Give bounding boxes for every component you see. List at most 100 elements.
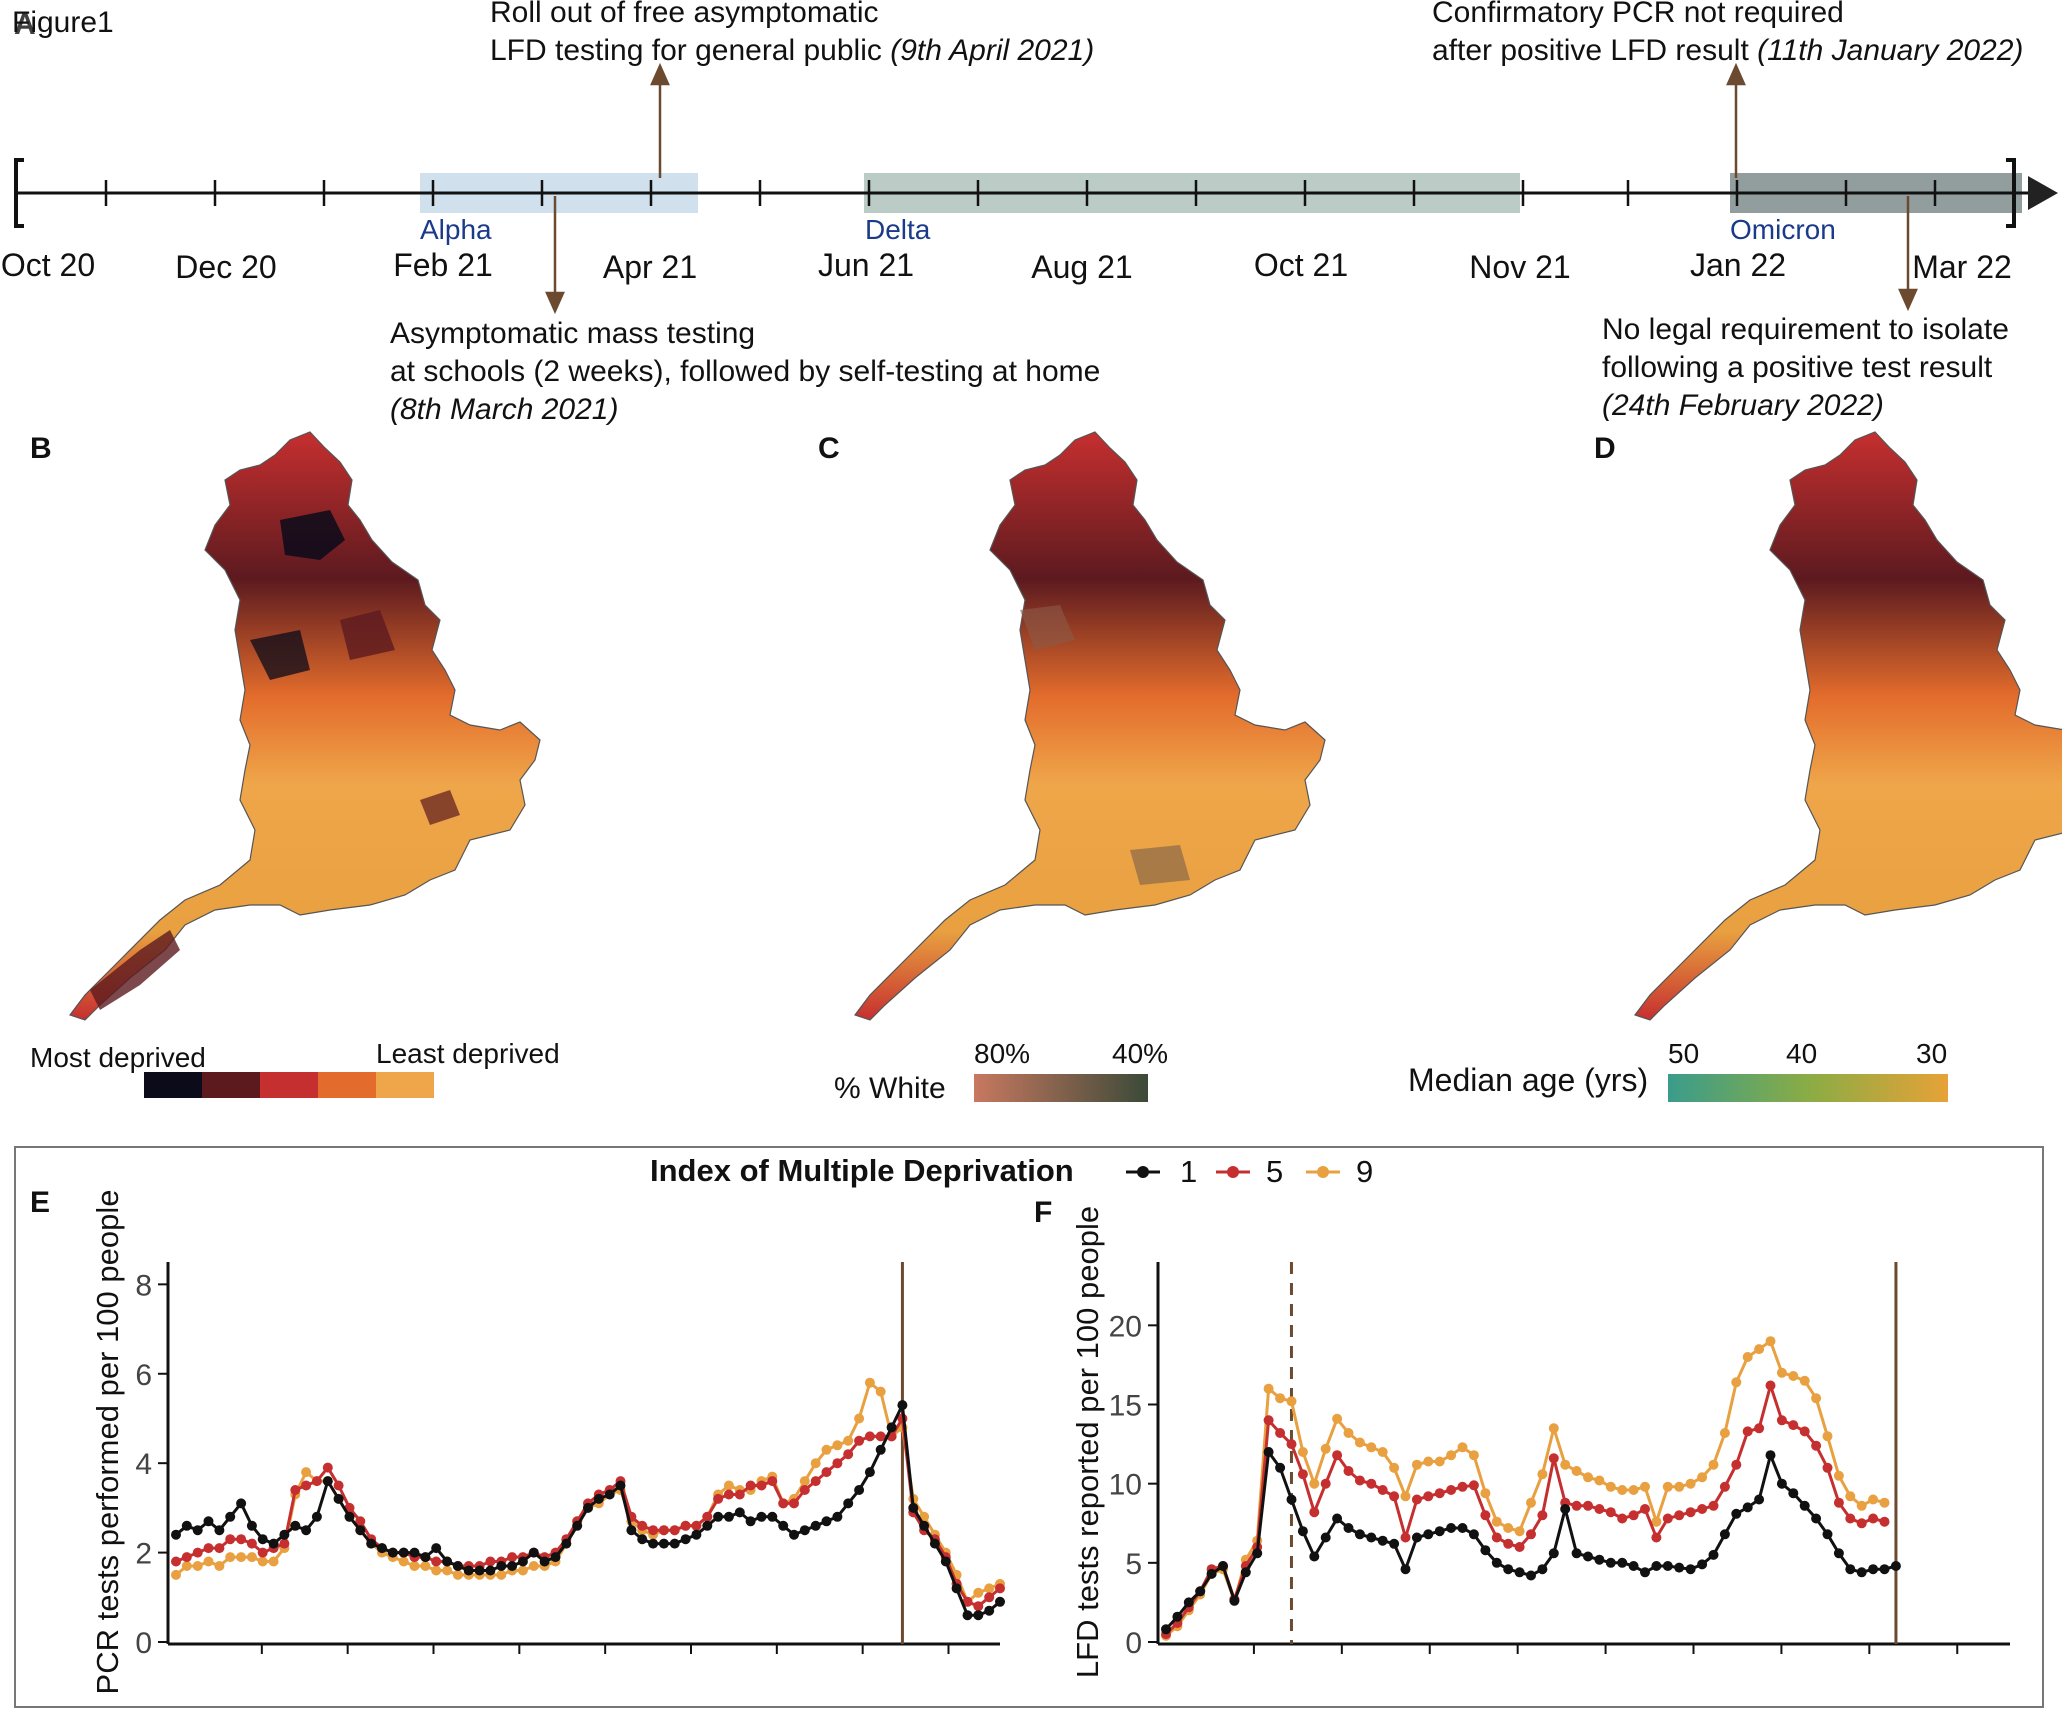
- data-point-5: [984, 1592, 995, 1603]
- data-point-1: [1286, 1494, 1297, 1505]
- data-point-9: [1286, 1396, 1297, 1407]
- panel-letter-f: F: [1034, 1196, 1053, 1229]
- data-point-1: [615, 1480, 626, 1491]
- data-point-5: [843, 1449, 854, 1460]
- data-point-5: [246, 1538, 257, 1549]
- data-point-1: [713, 1511, 724, 1522]
- data-point-5: [1354, 1475, 1365, 1486]
- data-point-5: [1434, 1488, 1445, 1499]
- maps-svg: [69, 431, 2062, 1102]
- data-point-1: [301, 1525, 312, 1536]
- data-point-1: [539, 1556, 550, 1567]
- data-point-9: [1628, 1485, 1639, 1495]
- data-point-1: [1183, 1597, 1194, 1608]
- data-point-5: [680, 1520, 691, 1531]
- data-point-9: [1411, 1459, 1422, 1470]
- annotation-line: Confirmatory PCR not required: [1432, 0, 1844, 29]
- data-point-5: [203, 1543, 214, 1554]
- map-white: [854, 431, 1326, 1021]
- data-point-1: [886, 1422, 897, 1433]
- data-point-1: [1252, 1548, 1263, 1559]
- panel-letter-b: B: [30, 432, 52, 465]
- y-tick-label: 0: [1125, 1627, 1142, 1660]
- data-point-9: [1788, 1371, 1799, 1381]
- data-point-5: [431, 1556, 442, 1567]
- data-point-9: [1651, 1516, 1662, 1527]
- data-point-5: [171, 1556, 181, 1567]
- legend-b-swatch: [318, 1072, 376, 1098]
- data-point-5: [1514, 1542, 1525, 1552]
- data-point-1: [691, 1529, 702, 1540]
- data-point-5: [1822, 1462, 1833, 1473]
- legend-b-most: Most deprived: [30, 1042, 206, 1073]
- data-point-9: [1537, 1469, 1548, 1480]
- data-point-1: [1229, 1595, 1240, 1606]
- data-point-1: [236, 1498, 247, 1509]
- data-point-1: [648, 1538, 659, 1549]
- annotation-date: (24th February 2022): [1602, 389, 1884, 422]
- data-point-9: [420, 1561, 431, 1571]
- data-point-1: [344, 1511, 355, 1522]
- data-point-1: [1788, 1488, 1799, 1499]
- data-point-1: [583, 1502, 593, 1513]
- data-point-5: [1742, 1426, 1753, 1437]
- legend-c-bar: [974, 1074, 1148, 1102]
- data-point-9: [1571, 1466, 1582, 1476]
- data-point-9: [442, 1565, 453, 1576]
- data-point-1: [1218, 1561, 1228, 1571]
- legend-b-swatch: [202, 1072, 260, 1098]
- month-label: Mar 22: [1912, 249, 2012, 285]
- data-point-5: [1275, 1428, 1286, 1438]
- data-point-9: [1468, 1450, 1479, 1461]
- data-point-5: [1297, 1469, 1308, 1480]
- data-point-5: [1697, 1504, 1708, 1514]
- annotation-line: at schools (2 weeks), followed by self-t…: [390, 355, 1101, 388]
- legend-item-1: 1: [1180, 1154, 1198, 1189]
- data-point-5: [1377, 1485, 1388, 1495]
- y-tick-label: 0: [135, 1627, 152, 1660]
- y-tick-label: 8: [135, 1269, 152, 1302]
- data-point-1: [409, 1547, 420, 1558]
- panel-letter-d: D: [1594, 432, 1616, 465]
- map-deprivation: [69, 431, 541, 1021]
- data-point-1: [1400, 1564, 1411, 1575]
- data-point-1: [452, 1561, 463, 1571]
- legend-markers: [1126, 1166, 1340, 1178]
- data-point-1: [908, 1502, 919, 1513]
- panel-letter-e: E: [30, 1186, 51, 1219]
- data-point-1: [268, 1538, 279, 1549]
- month-label: Oct 20: [0, 247, 96, 283]
- data-point-1: [1161, 1624, 1171, 1635]
- data-point-9: [854, 1413, 865, 1424]
- data-point-9: [181, 1561, 192, 1571]
- series-line-1: [1164, 1447, 1897, 1631]
- data-point-5: [1491, 1532, 1502, 1543]
- data-point-9: [832, 1440, 843, 1451]
- data-point-9: [984, 1583, 995, 1594]
- data-point-1: [1548, 1548, 1559, 1559]
- annotation-line: LFD testing for general public: [490, 34, 882, 67]
- data-point-5: [799, 1485, 810, 1495]
- data-point-5: [1583, 1500, 1593, 1511]
- data-point-5: [1605, 1507, 1616, 1518]
- data-point-1: [1811, 1513, 1822, 1524]
- data-point-5: [1286, 1439, 1297, 1450]
- data-point-1: [214, 1525, 225, 1536]
- data-point-1: [1537, 1564, 1548, 1575]
- legend-d-bar: [1668, 1074, 1948, 1102]
- data-point-9: [1765, 1336, 1776, 1347]
- data-point-9: [517, 1565, 528, 1576]
- data-point-9: [171, 1569, 181, 1580]
- data-point-9: [1742, 1352, 1753, 1362]
- data-point-1: [1457, 1523, 1468, 1533]
- data-point-1: [799, 1525, 810, 1536]
- data-point-5: [1263, 1415, 1274, 1426]
- data-point-5: [864, 1431, 875, 1442]
- data-point-1: [1628, 1561, 1639, 1571]
- data-point-9: [723, 1480, 734, 1491]
- data-point-1: [1685, 1564, 1696, 1575]
- legend-b-least: Least deprived: [376, 1038, 560, 1069]
- data-point-5: [1343, 1466, 1354, 1476]
- data-point-9: [496, 1569, 507, 1580]
